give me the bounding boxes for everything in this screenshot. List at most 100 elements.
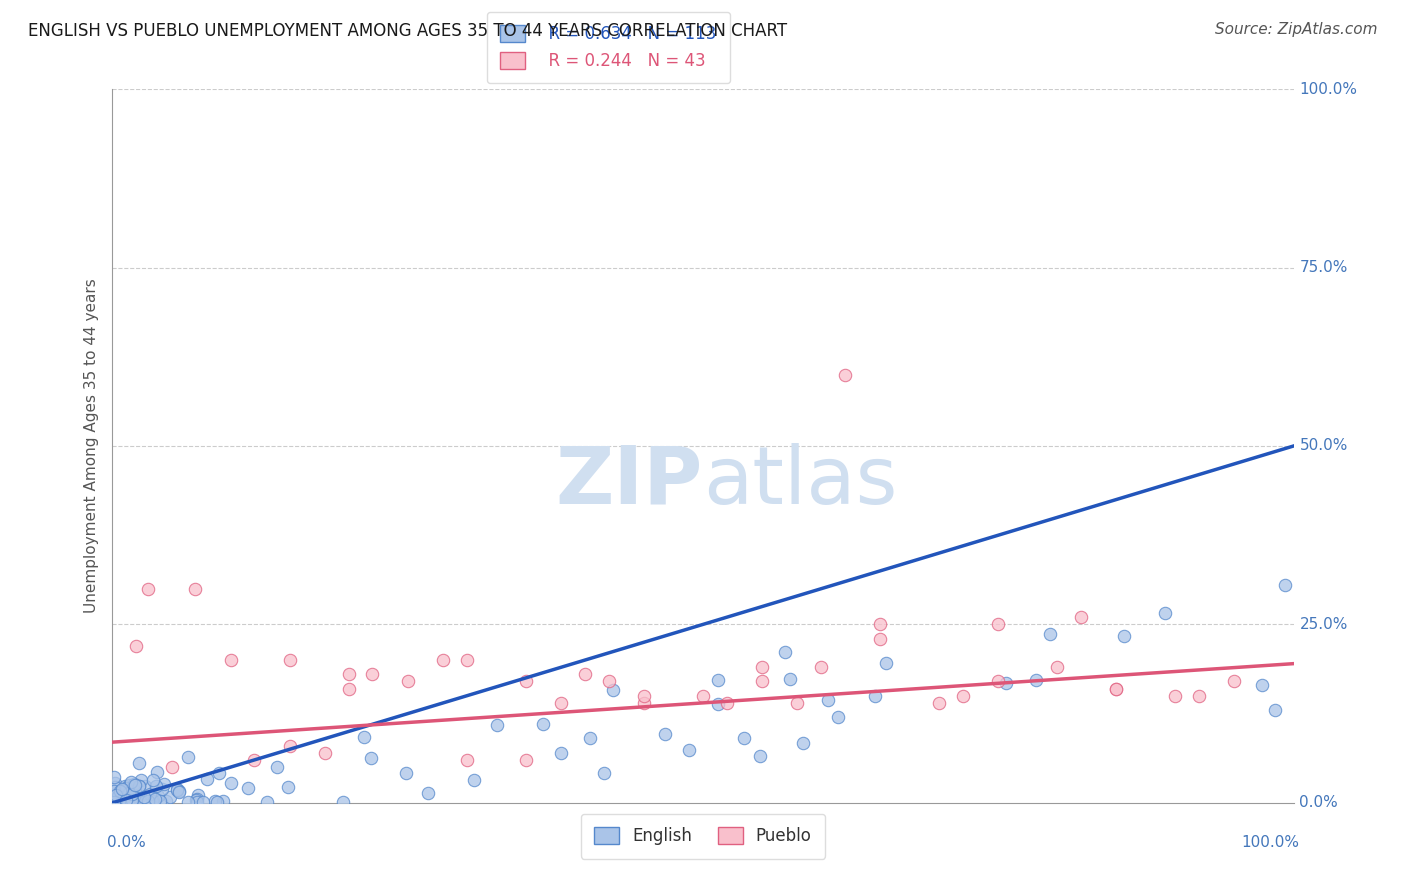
Point	[117, 786, 139, 800]
Point	[531, 716, 554, 731]
Point	[678, 742, 700, 756]
Point	[145, 779, 167, 793]
Point	[707, 673, 730, 687]
Point	[167, 785, 190, 799]
Point	[416, 786, 439, 800]
Point	[277, 780, 299, 794]
Point	[205, 795, 228, 809]
Point	[149, 794, 172, 808]
Point	[550, 696, 572, 710]
Point	[1070, 610, 1092, 624]
Point	[654, 727, 676, 741]
Point	[114, 793, 136, 807]
Point	[160, 760, 183, 774]
Point	[104, 788, 127, 802]
Point	[1188, 689, 1211, 703]
Y-axis label: Unemployment Among Ages 35 to 44 years: Unemployment Among Ages 35 to 44 years	[83, 278, 98, 614]
Point	[124, 784, 146, 798]
Point	[456, 753, 478, 767]
Point	[236, 781, 259, 796]
Point	[1039, 627, 1062, 641]
Point	[353, 730, 375, 744]
Point	[314, 746, 336, 760]
Point	[633, 689, 655, 703]
Point	[834, 368, 856, 382]
Point	[952, 689, 974, 703]
Point	[337, 681, 360, 696]
Point	[118, 786, 141, 800]
Text: 0.0%: 0.0%	[1299, 796, 1339, 810]
Point	[177, 795, 200, 809]
Point	[256, 795, 278, 809]
Point	[987, 674, 1010, 689]
Point	[792, 736, 814, 750]
Point	[104, 776, 127, 790]
Point	[485, 718, 508, 732]
Point	[278, 653, 301, 667]
Point	[751, 660, 773, 674]
Point	[110, 795, 132, 809]
Point	[515, 753, 537, 767]
Point	[204, 794, 226, 808]
Point	[139, 788, 162, 802]
Point	[112, 791, 135, 805]
Text: atlas: atlas	[703, 442, 897, 521]
Point	[124, 789, 146, 804]
Point	[869, 617, 891, 632]
Point	[337, 667, 360, 681]
Point	[142, 794, 165, 808]
Point	[456, 653, 478, 667]
Point	[1251, 678, 1274, 692]
Point	[869, 632, 891, 646]
Point	[1154, 606, 1177, 620]
Point	[121, 787, 143, 801]
Point	[103, 784, 125, 798]
Point	[749, 749, 772, 764]
Point	[592, 766, 614, 780]
Point	[121, 775, 143, 789]
Point	[114, 779, 136, 793]
Point	[129, 773, 152, 788]
Point	[186, 793, 208, 807]
Point	[550, 746, 572, 760]
Text: ZIP: ZIP	[555, 442, 703, 521]
Point	[122, 789, 145, 804]
Point	[131, 795, 153, 809]
Point	[775, 645, 797, 659]
Point	[1046, 660, 1069, 674]
Point	[142, 773, 165, 788]
Point	[104, 791, 127, 805]
Point	[128, 780, 150, 794]
Point	[120, 794, 142, 808]
Point	[125, 792, 148, 806]
Point	[193, 795, 215, 809]
Point	[219, 653, 242, 667]
Point	[875, 656, 897, 670]
Point	[515, 674, 537, 689]
Point	[817, 693, 839, 707]
Point	[122, 780, 145, 794]
Text: 50.0%: 50.0%	[1299, 439, 1348, 453]
Point	[751, 674, 773, 689]
Point	[779, 672, 801, 686]
Point	[827, 709, 849, 723]
Point	[928, 696, 950, 710]
Text: 75.0%: 75.0%	[1299, 260, 1348, 275]
Point	[187, 788, 209, 802]
Point	[278, 739, 301, 753]
Point	[692, 689, 714, 703]
Point	[1164, 689, 1187, 703]
Point	[127, 794, 149, 808]
Point	[1105, 681, 1128, 696]
Point	[574, 667, 596, 681]
Point	[122, 792, 145, 806]
Point	[863, 689, 886, 703]
Point	[125, 791, 148, 805]
Point	[186, 792, 208, 806]
Text: 100.0%: 100.0%	[1299, 82, 1357, 96]
Point	[195, 772, 218, 787]
Point	[786, 696, 808, 710]
Point	[136, 794, 159, 808]
Point	[602, 683, 624, 698]
Point	[598, 674, 620, 689]
